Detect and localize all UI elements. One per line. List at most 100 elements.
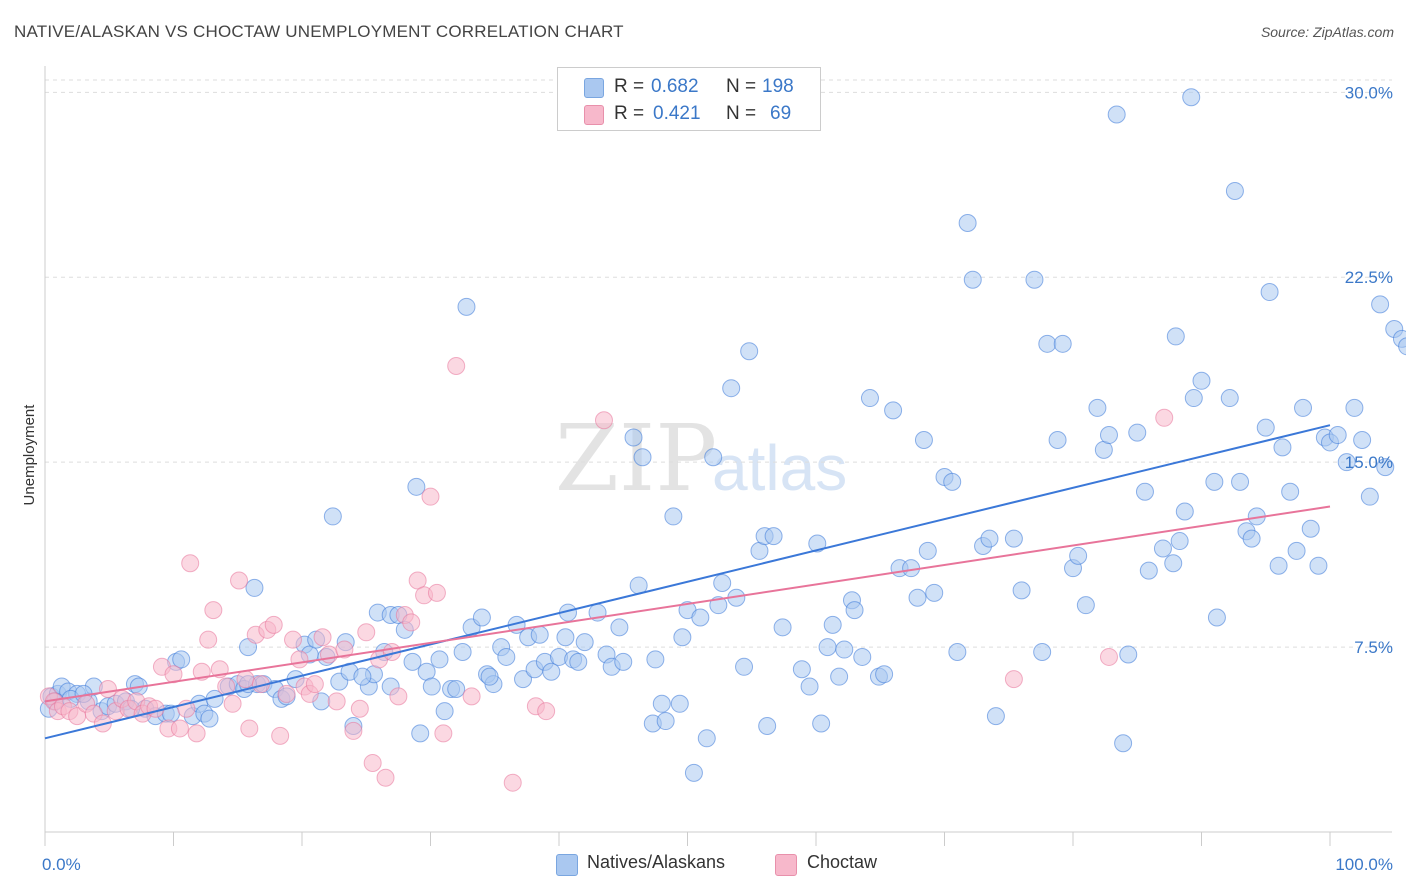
point-natives: [735, 657, 754, 676]
point-natives: [812, 714, 831, 733]
point-natives: [1242, 529, 1261, 548]
point-natives: [918, 541, 937, 560]
point-natives: [652, 694, 671, 713]
bottom-legend-swatch-choctaw: [775, 854, 797, 876]
y-tick-label: 7.5%: [1354, 638, 1393, 657]
point-natives: [884, 401, 903, 420]
point-natives: [808, 534, 827, 553]
point-natives: [497, 647, 516, 666]
point-choctaw: [447, 357, 466, 376]
point-natives: [914, 430, 933, 449]
point-natives: [773, 618, 792, 637]
point-natives: [1207, 608, 1226, 627]
point-natives: [1281, 482, 1300, 501]
point-natives: [958, 214, 977, 233]
point-natives: [1337, 453, 1356, 472]
correlation-legend: R = 0.682 N = 198 R = 0.421 N = 69: [557, 67, 821, 131]
point-natives: [1107, 105, 1126, 124]
legend-r-value: 0.421: [653, 103, 701, 124]
point-natives: [1376, 458, 1395, 477]
point-natives: [1398, 337, 1406, 356]
point-choctaw: [240, 719, 259, 738]
point-natives: [542, 662, 561, 681]
point-natives: [1012, 581, 1031, 600]
point-choctaw: [427, 583, 446, 602]
point-natives: [1205, 472, 1224, 491]
point-choctaw: [421, 487, 440, 506]
watermark-atlas: atlas: [712, 432, 847, 504]
point-natives: [656, 712, 675, 731]
point-choctaw: [594, 411, 613, 430]
point-natives: [664, 507, 683, 526]
point-natives: [353, 667, 372, 686]
point-natives: [457, 297, 476, 316]
point-choctaw: [146, 699, 165, 718]
point-natives: [691, 608, 710, 627]
bottom-legend-swatch-natives: [556, 854, 578, 876]
point-choctaw: [236, 670, 255, 689]
point-choctaw: [389, 687, 408, 706]
point-choctaw: [335, 640, 354, 659]
point-natives: [1048, 430, 1067, 449]
point-natives: [1088, 398, 1107, 417]
point-natives: [1033, 643, 1052, 662]
point-natives: [646, 650, 665, 669]
point-natives: [1128, 423, 1147, 442]
point-natives: [1273, 438, 1292, 457]
point-choctaw: [376, 768, 395, 787]
point-natives: [430, 650, 449, 669]
point-choctaw: [284, 630, 303, 649]
legend-n-label: N =: [726, 76, 762, 97]
point-natives: [1119, 645, 1138, 664]
point-choctaw: [199, 630, 218, 649]
point-natives: [722, 379, 741, 398]
point-natives: [1025, 270, 1044, 289]
point-natives: [908, 588, 927, 607]
legend-n-value: 198: [762, 76, 794, 97]
point-natives: [1135, 482, 1154, 501]
point-choctaw: [230, 571, 249, 590]
point-natives: [1114, 734, 1133, 753]
point-choctaw: [1004, 670, 1023, 689]
point-natives: [764, 527, 783, 546]
point-natives: [792, 660, 811, 679]
point-natives: [1053, 334, 1072, 353]
point-natives: [200, 709, 219, 728]
point-natives: [323, 507, 342, 526]
tick-labels: 7.5% 15.0% 22.5% 30.0% 0.0% 100.0%: [42, 83, 1393, 874]
point-natives: [1301, 519, 1320, 538]
point-natives: [1099, 426, 1118, 445]
point-natives: [453, 643, 472, 662]
point-natives: [1166, 327, 1185, 346]
point-natives: [740, 342, 759, 361]
point-choctaw: [350, 699, 369, 718]
point-natives: [980, 529, 999, 548]
point-natives: [407, 477, 426, 496]
point-choctaw: [1099, 647, 1118, 666]
point-choctaw: [357, 623, 376, 642]
y-tick-label: 22.5%: [1345, 268, 1393, 287]
point-natives: [1164, 554, 1183, 573]
point-natives: [435, 702, 454, 721]
point-natives: [480, 667, 499, 686]
point-choctaw: [223, 694, 242, 713]
point-choctaw: [181, 554, 200, 573]
watermark: ZIP atlas: [555, 405, 847, 512]
point-natives: [1069, 546, 1088, 565]
trend-lines: [44, 424, 1331, 740]
point-natives: [1231, 472, 1250, 491]
point-natives: [830, 667, 849, 686]
point-natives: [709, 596, 728, 615]
point-natives: [684, 763, 703, 782]
point-natives: [1038, 334, 1057, 353]
point-natives: [860, 389, 879, 408]
point-natives: [411, 724, 430, 743]
point-choctaw: [402, 613, 421, 632]
point-natives: [1170, 532, 1189, 551]
point-choctaw: [462, 687, 481, 706]
point-choctaw: [98, 679, 117, 698]
x-tick-label: 0.0%: [42, 855, 81, 874]
point-natives: [610, 618, 629, 637]
point-natives: [963, 270, 982, 289]
point-natives: [1371, 295, 1390, 314]
